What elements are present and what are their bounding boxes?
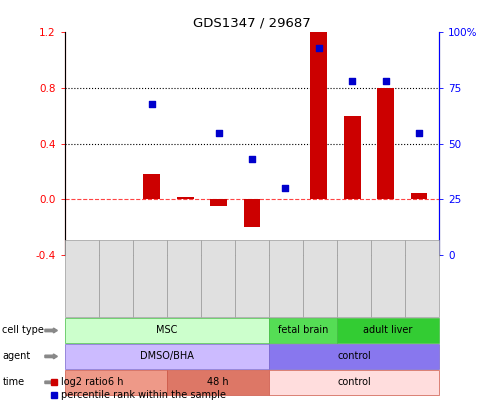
- Text: 6 h: 6 h: [108, 377, 124, 387]
- Title: GDS1347 / 29687: GDS1347 / 29687: [193, 17, 311, 30]
- Point: [348, 78, 356, 85]
- Point: [248, 156, 256, 162]
- Text: MSC: MSC: [156, 326, 178, 335]
- Text: fetal brain: fetal brain: [278, 326, 328, 335]
- Text: agent: agent: [2, 352, 31, 361]
- Point: [415, 130, 423, 136]
- Bar: [143, 175, 160, 200]
- Bar: [344, 116, 361, 200]
- Text: DMSO/BHA: DMSO/BHA: [140, 352, 194, 361]
- Bar: [177, 197, 194, 200]
- Text: 48 h: 48 h: [207, 377, 229, 387]
- Text: control: control: [337, 377, 371, 387]
- Text: adult liver: adult liver: [363, 326, 413, 335]
- Text: time: time: [2, 377, 24, 387]
- Point: [281, 185, 289, 192]
- Point: [382, 78, 390, 85]
- Text: control: control: [337, 352, 371, 361]
- Bar: [244, 200, 260, 227]
- Text: cell type: cell type: [2, 326, 44, 335]
- Point: [148, 100, 156, 107]
- Bar: [210, 200, 227, 207]
- Bar: [377, 88, 394, 200]
- Bar: [310, 32, 327, 200]
- Legend: log2 ratio, percentile rank within the sample: log2 ratio, percentile rank within the s…: [50, 377, 227, 400]
- Point: [315, 45, 323, 51]
- Bar: [411, 192, 428, 200]
- Point: [215, 130, 223, 136]
